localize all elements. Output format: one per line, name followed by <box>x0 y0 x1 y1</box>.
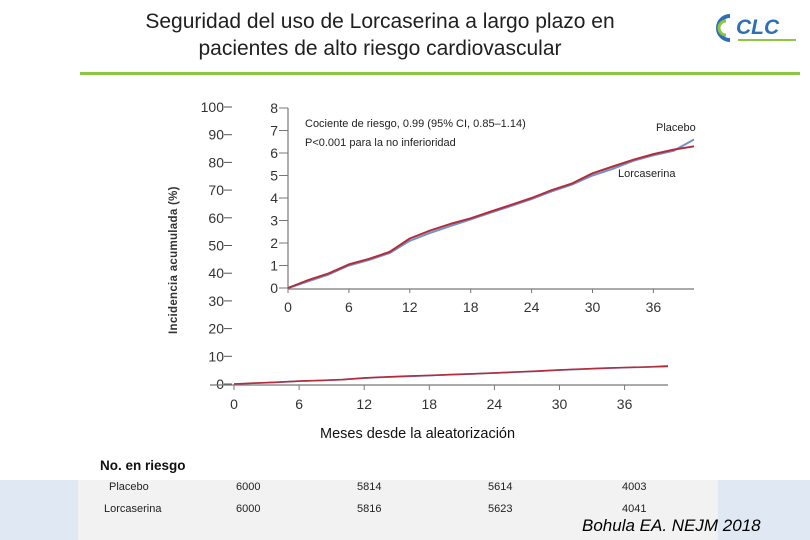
risk-row-label-lorcaserina: Lorcaserina <box>104 503 162 515</box>
risk-cell: 5623 <box>488 503 513 515</box>
main-y-tick-label: 70 <box>208 182 224 198</box>
x-axis-label: Meses desde la aleatorización <box>320 426 516 442</box>
inset-x-tick-label: 12 <box>402 299 418 315</box>
noninferiority-annotation: P<0.001 para la no inferioridad <box>305 137 456 149</box>
main-x-tick-label: 6 <box>295 396 303 412</box>
risk-cell: 5814 <box>357 481 382 493</box>
main-x-tick-label: 0 <box>230 396 238 412</box>
inset-x-tick-label: 18 <box>463 299 479 315</box>
inset-y-tick-label: 6 <box>270 145 278 161</box>
series-label-lorcaserina: Lorcaserina <box>618 168 676 180</box>
inset-y-tick-label: 4 <box>270 190 278 206</box>
slide-title-line-1: Seguridad del uso de Lorcaserina a largo… <box>145 10 615 33</box>
risk-cell: 6000 <box>236 481 261 493</box>
inset-y-tick-label: 0 <box>270 280 278 296</box>
main-y-tick-label: 50 <box>208 238 224 254</box>
main-y-tick-label: 0 <box>216 376 224 392</box>
inset-y-tick-label: 2 <box>270 235 278 251</box>
inset-y-tick-label: 7 <box>270 123 278 139</box>
main-y-tick-label: 100 <box>201 99 225 115</box>
inset-y-tick-label: 8 <box>270 100 278 116</box>
risk-row-label-placebo: Placebo <box>109 481 149 493</box>
inset-x-tick-label: 36 <box>646 299 662 315</box>
inset-series-placebo <box>287 138 695 289</box>
main-y-tick-label: 90 <box>208 127 224 143</box>
clc-logo: CLC <box>716 14 796 42</box>
main-x-tick-label: 24 <box>487 396 503 412</box>
risk-cell: 5614 <box>488 481 513 493</box>
risk-table-title: No. en riesgo <box>100 458 186 473</box>
inset-y-tick-label: 3 <box>270 213 278 229</box>
hazard-ratio-annotation: Cociente de riesgo, 0.99 (95% CI, 0.85–1… <box>305 118 526 130</box>
citation: Bohula EA. NEJM 2018 <box>582 516 761 535</box>
main-y-tick-label: 10 <box>208 348 224 364</box>
main-y-tick-label: 30 <box>208 293 224 309</box>
main-x-tick-label: 36 <box>617 396 633 412</box>
risk-cell: 4041 <box>622 503 647 515</box>
clc-logo-text: CLC <box>736 16 780 39</box>
slide-title: Seguridad del uso de Lorcaserina a largo… <box>40 8 720 62</box>
main-y-tick-label: 20 <box>208 321 224 337</box>
main-series-lorcaserina <box>233 365 669 385</box>
clc-logo-mark-icon <box>716 14 731 42</box>
main-y-tick-label: 80 <box>208 154 224 170</box>
main-y-tick-label: 60 <box>208 210 224 226</box>
inset-series-lorcaserina <box>287 145 695 289</box>
main-x-tick-label: 30 <box>552 396 568 412</box>
series-label-placebo: Placebo <box>656 122 696 134</box>
risk-cell: 4003 <box>622 481 647 493</box>
risk-cell: 6000 <box>236 503 261 515</box>
inset-x-tick-label: 30 <box>585 299 601 315</box>
main-x-tick-label: 18 <box>422 396 438 412</box>
slide-title-line-2: pacientes de alto riesgo cardiovascular <box>198 37 562 60</box>
inset-y-tick-label: 1 <box>270 258 278 274</box>
inset-x-tick-label: 24 <box>524 299 540 315</box>
inset-x-tick-label: 6 <box>345 299 353 315</box>
inset-x-tick-label: 0 <box>284 299 292 315</box>
risk-table-band <box>0 480 810 540</box>
title-underline <box>80 72 800 75</box>
main-x-tick-label: 12 <box>356 396 372 412</box>
main-y-tick-label: 40 <box>208 265 224 281</box>
risk-cell: 5816 <box>357 503 382 515</box>
inset-y-tick-label: 5 <box>270 168 278 184</box>
